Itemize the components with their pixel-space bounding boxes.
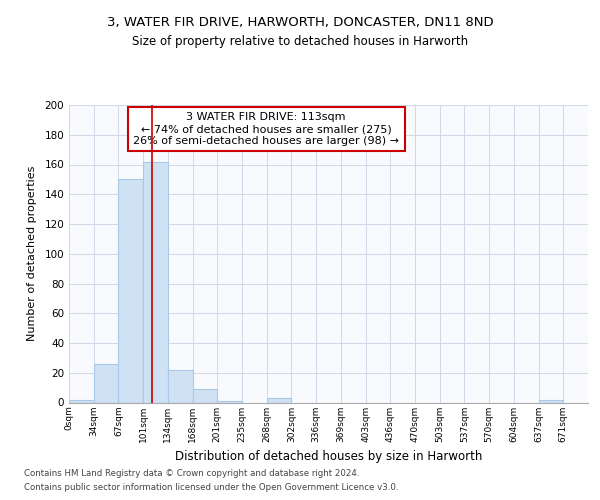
Text: Contains HM Land Registry data © Crown copyright and database right 2024.: Contains HM Land Registry data © Crown c… (24, 470, 359, 478)
Bar (69, 400, 94, 402)
Bar (168, 370, 193, 402)
Y-axis label: Number of detached properties: Number of detached properties (28, 166, 37, 342)
Bar (193, 389, 217, 402)
Bar (267, 398, 292, 402)
Text: 3, WATER FIR DRIVE, HARWORTH, DONCASTER, DN11 8ND: 3, WATER FIR DRIVE, HARWORTH, DONCASTER,… (107, 16, 493, 29)
Bar (143, 162, 168, 402)
Bar (539, 400, 563, 402)
Text: Contains public sector information licensed under the Open Government Licence v3: Contains public sector information licen… (24, 482, 398, 492)
X-axis label: Distribution of detached houses by size in Harworth: Distribution of detached houses by size … (175, 450, 482, 463)
Bar (217, 401, 242, 402)
Bar (94, 364, 118, 403)
Text: Size of property relative to detached houses in Harworth: Size of property relative to detached ho… (132, 34, 468, 48)
Text: 3 WATER FIR DRIVE: 113sqm
← 74% of detached houses are smaller (275)
26% of semi: 3 WATER FIR DRIVE: 113sqm ← 74% of detac… (133, 112, 399, 146)
Bar (118, 180, 143, 402)
